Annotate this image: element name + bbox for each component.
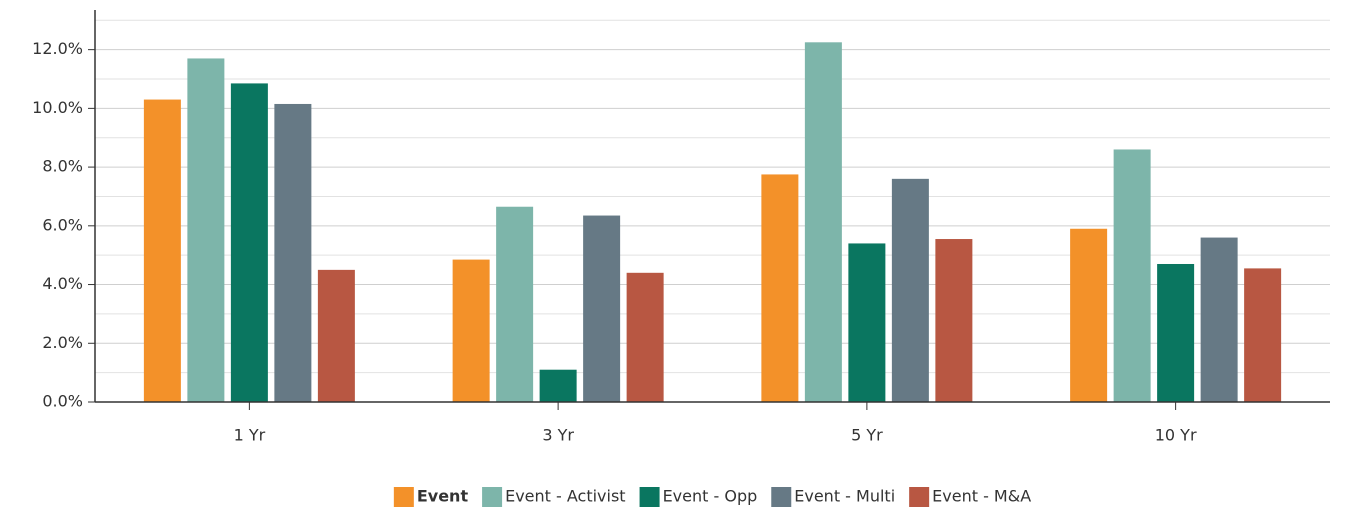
legend: Event Event - Activist Event - Opp Event - … — [393, 487, 1031, 507]
bar — [935, 239, 973, 402]
x-tick-label: 1 Yr — [234, 426, 266, 445]
bar — [274, 103, 312, 402]
bar — [539, 369, 577, 402]
y-tick-label: 10.0% — [32, 98, 83, 117]
bar — [626, 272, 664, 402]
bar — [187, 58, 225, 403]
bar — [317, 269, 355, 402]
legend-label: Event — [417, 487, 469, 506]
x-tick-label: 10 Yr — [1155, 426, 1197, 445]
legend-swatch — [482, 487, 503, 507]
y-tick-label: 12.0% — [32, 39, 83, 58]
x-tick-label: 3 Yr — [542, 426, 574, 445]
y-tick-label: 8.0% — [42, 157, 83, 176]
bar — [848, 243, 886, 402]
bar — [804, 42, 842, 403]
legend-label: Event - Multi — [794, 487, 895, 506]
y-tick-label: 0.0% — [42, 392, 83, 411]
bar — [1244, 268, 1282, 402]
legend-label: Event - Opp — [663, 487, 758, 506]
legend-swatch — [393, 487, 414, 507]
bar — [1113, 149, 1151, 402]
bar — [496, 206, 534, 402]
legend-swatch — [639, 487, 660, 507]
legend-label: Event - M&A — [932, 487, 1031, 506]
bar — [1157, 263, 1195, 402]
bar — [230, 83, 268, 403]
bar — [583, 215, 621, 402]
x-tick-label: 5 Yr — [851, 426, 883, 445]
bar — [143, 99, 181, 403]
bar — [891, 178, 929, 402]
y-tick-label: 6.0% — [42, 215, 83, 234]
legend-swatch — [909, 487, 930, 507]
bar — [761, 174, 799, 402]
legend-swatch — [771, 487, 792, 507]
bar — [1070, 228, 1108, 402]
legend-label: Event - Activist — [505, 487, 625, 506]
y-tick-label: 2.0% — [42, 333, 83, 352]
bar — [452, 259, 490, 402]
y-tick-label: 4.0% — [42, 274, 83, 293]
bar — [1200, 237, 1238, 402]
